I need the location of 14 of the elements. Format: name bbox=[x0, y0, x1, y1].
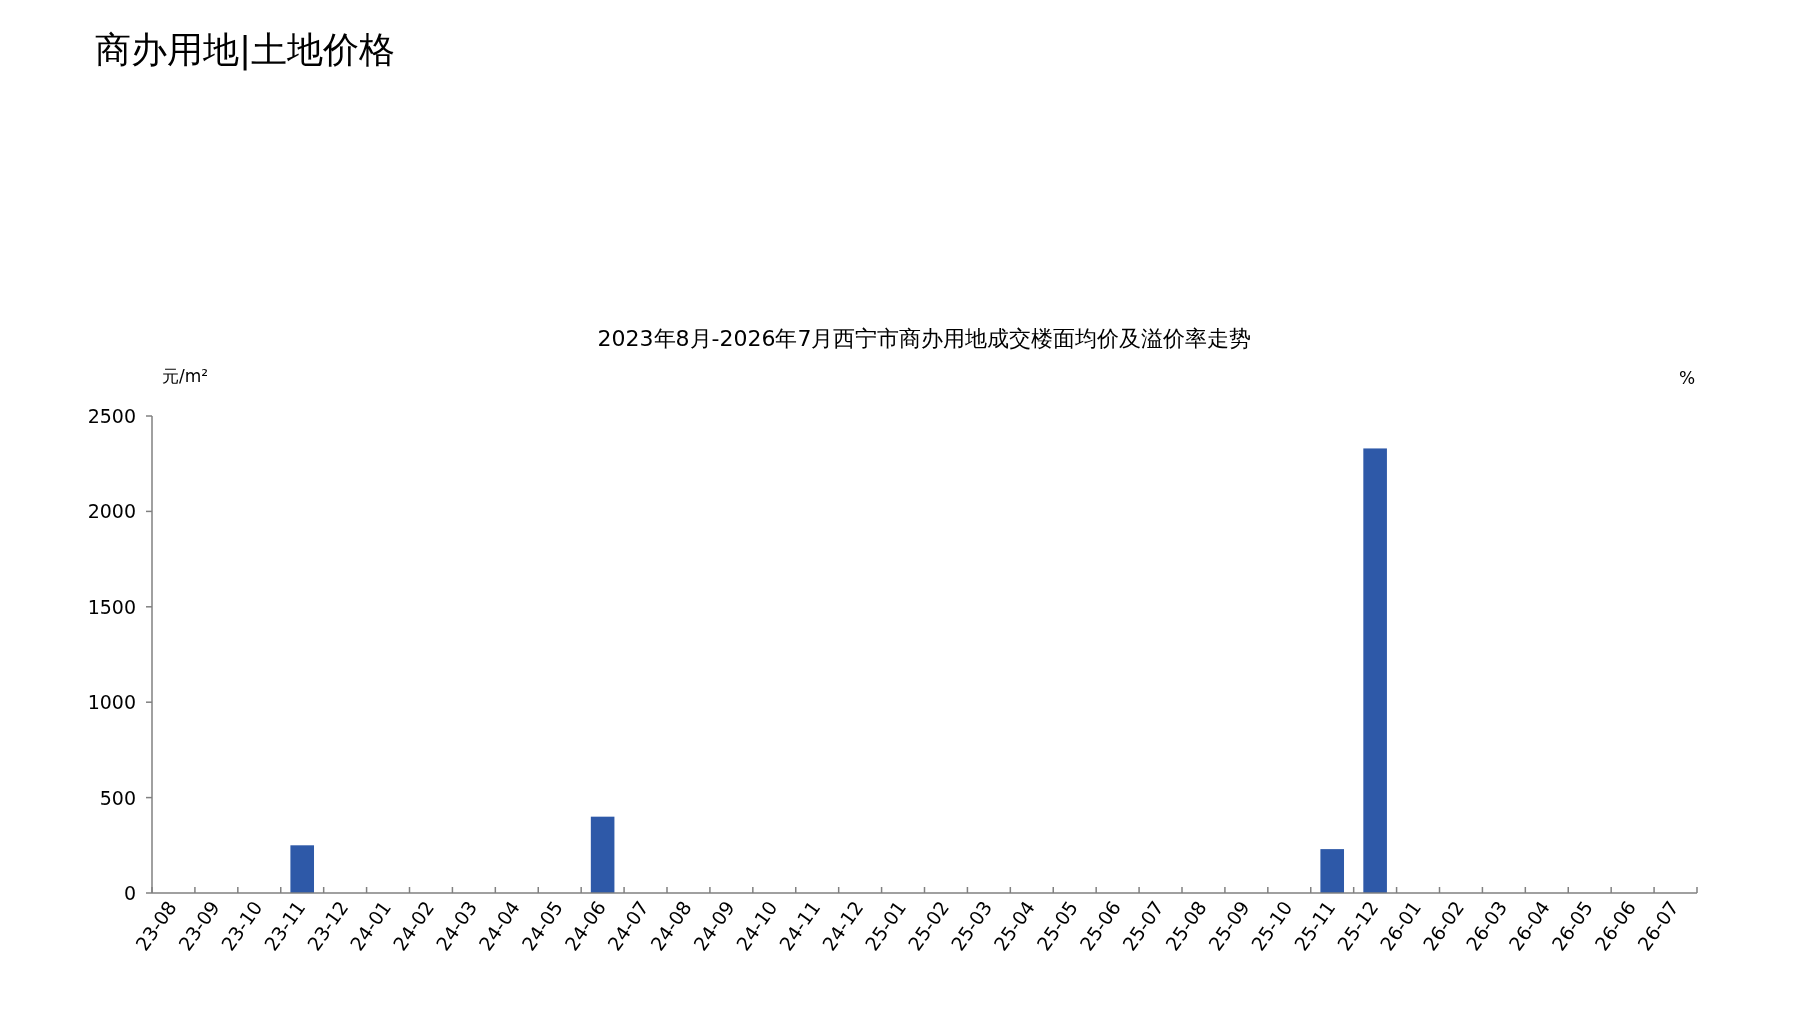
y-axis-title: 元/m² bbox=[161, 366, 209, 386]
y-tick-label: 0 bbox=[123, 882, 136, 904]
bar bbox=[290, 845, 315, 893]
chart-title: 2023年8月-2026年7月西宁市商办用地成交楼面均价及溢价率走势 bbox=[597, 326, 1252, 351]
y-tick-label: 1000 bbox=[87, 691, 136, 714]
y2-axis-title: % bbox=[1678, 368, 1696, 388]
y-tick-label: 2000 bbox=[87, 500, 136, 523]
bar bbox=[590, 816, 615, 893]
y-tick-label: 1500 bbox=[87, 595, 136, 618]
text: 商办用地|土地价格 bbox=[95, 29, 396, 71]
bar bbox=[1320, 849, 1345, 893]
bar bbox=[1363, 448, 1387, 893]
y-tick-label: 500 bbox=[99, 786, 136, 809]
y-tick-label: 2500 bbox=[87, 405, 136, 427]
